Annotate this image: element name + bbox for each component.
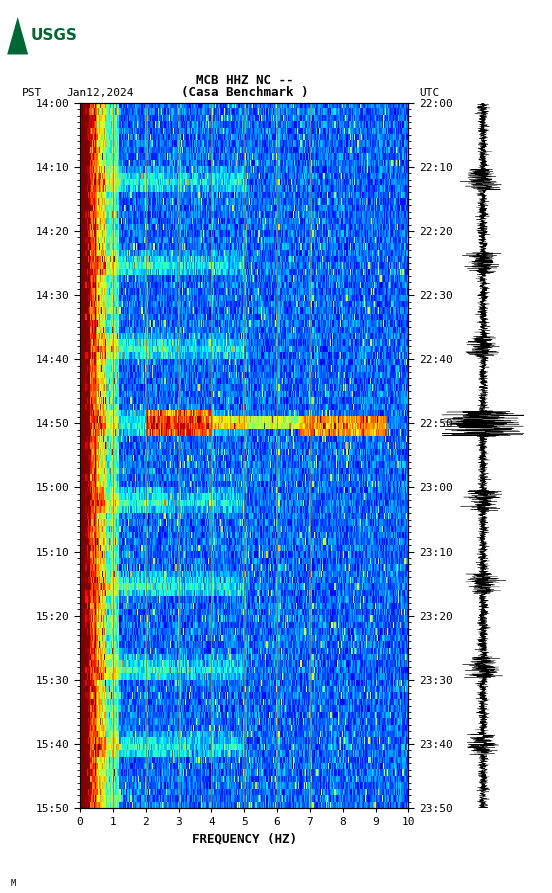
Text: UTC: UTC [420,88,440,98]
Text: USGS: USGS [30,29,77,43]
Text: MCB HHZ NC --: MCB HHZ NC -- [195,74,293,87]
X-axis label: FREQUENCY (HZ): FREQUENCY (HZ) [192,833,297,846]
Text: PST: PST [22,88,43,98]
Text: Jan12,2024: Jan12,2024 [66,88,134,98]
Text: M: M [11,879,16,888]
Text: (Casa Benchmark ): (Casa Benchmark ) [181,87,308,99]
Polygon shape [7,17,28,54]
